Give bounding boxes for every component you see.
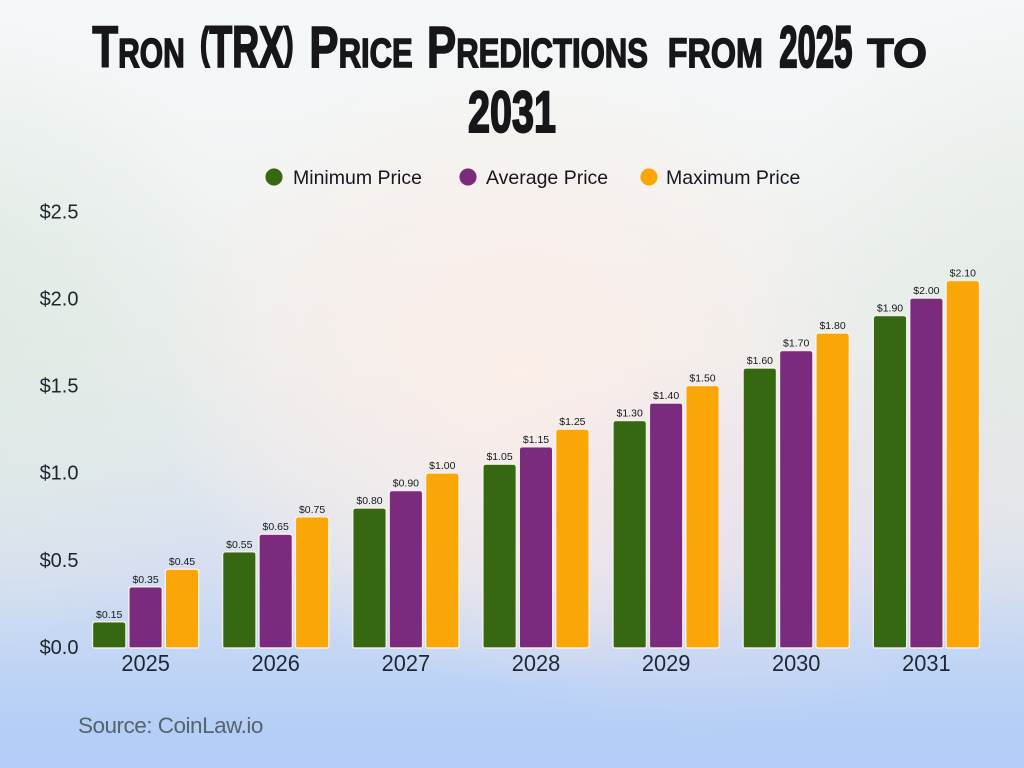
svg-text:$0.0: $0.0 [40,637,79,659]
svg-text:$2.0: $2.0 [40,289,79,311]
svg-text:$1.50: $1.50 [689,373,715,385]
svg-text:2029: 2029 [642,650,691,676]
svg-text:Tron: Tron [92,15,185,80]
svg-text:2026: 2026 [251,650,300,676]
svg-text:$1.80: $1.80 [819,320,845,332]
svg-text:$0.15: $0.15 [96,609,122,621]
svg-text:2031: 2031 [902,650,951,676]
svg-text:$2.00: $2.00 [913,285,939,297]
svg-text:(TRX): (TRX) [200,15,293,80]
svg-text:$0.55: $0.55 [226,539,252,551]
svg-text:$0.75: $0.75 [299,504,325,516]
svg-text:2025: 2025 [779,15,852,80]
svg-text:from: from [668,15,763,80]
svg-text:$1.70: $1.70 [783,338,809,350]
svg-text:$0.45: $0.45 [169,556,195,568]
svg-text:2025: 2025 [121,650,170,676]
svg-text:Average Price: Average Price [486,167,608,189]
svg-text:$0.90: $0.90 [393,478,419,490]
svg-text:Predictions: Predictions [427,15,648,80]
svg-text:$1.90: $1.90 [877,303,903,315]
svg-text:$1.05: $1.05 [486,451,512,463]
svg-text:to: to [867,15,927,80]
svg-text:$1.30: $1.30 [617,408,643,420]
svg-text:$2.10: $2.10 [950,268,976,280]
svg-text:2030: 2030 [772,650,821,676]
svg-text:$1.25: $1.25 [559,416,585,428]
svg-text:$0.80: $0.80 [356,495,382,507]
svg-text:$1.40: $1.40 [653,390,679,402]
svg-text:$1.5: $1.5 [40,376,79,398]
svg-text:$1.60: $1.60 [747,355,773,367]
svg-text:$0.65: $0.65 [263,521,289,533]
svg-text:$1.15: $1.15 [523,434,549,446]
svg-text:$0.5: $0.5 [40,550,79,572]
svg-text:2031: 2031 [468,80,556,145]
svg-text:Source: CoinLaw.io: Source: CoinLaw.io [78,713,263,738]
svg-text:$1.00: $1.00 [429,460,455,472]
svg-text:2027: 2027 [382,650,431,676]
svg-text:Price: Price [309,15,412,80]
svg-text:Maximum Price: Maximum Price [666,167,800,189]
svg-text:$2.5: $2.5 [40,202,79,224]
svg-text:2028: 2028 [512,650,561,676]
svg-text:Minimum Price: Minimum Price [293,167,422,189]
svg-text:$1.0: $1.0 [40,463,79,485]
svg-text:$0.35: $0.35 [132,574,158,586]
